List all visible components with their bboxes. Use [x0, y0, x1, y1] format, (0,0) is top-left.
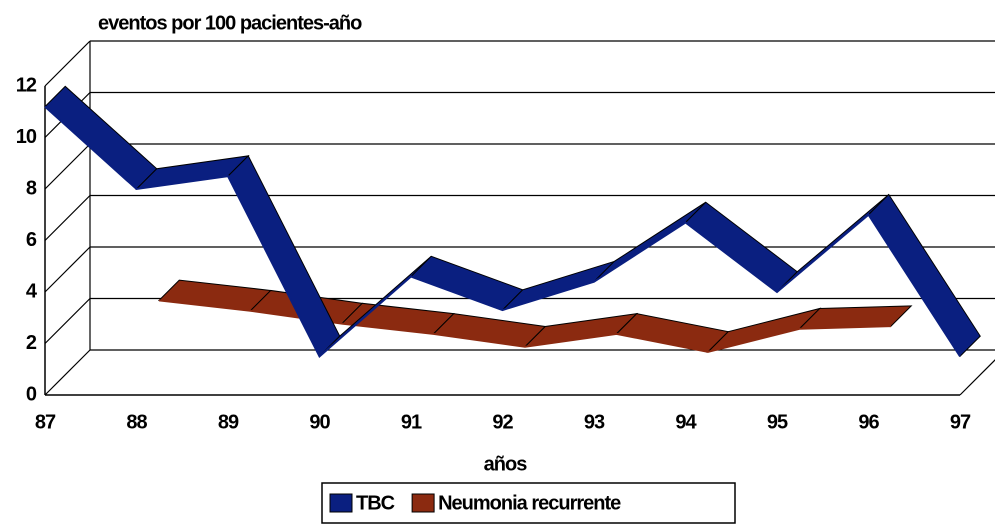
x-tick-label: 92 — [492, 411, 513, 433]
side-grid-line — [44, 298, 91, 344]
y-tick-label: 8 — [26, 177, 37, 199]
x-tick-label: 89 — [218, 411, 239, 433]
x-axis-title: años — [484, 453, 528, 475]
side-grid-line — [44, 246, 91, 293]
x-tick-label: 90 — [309, 411, 330, 433]
ribbon — [227, 155, 341, 358]
x-tick-label: 96 — [858, 411, 879, 433]
side-grid-line — [44, 143, 91, 190]
y-tick-label: 10 — [16, 126, 37, 148]
ribbon — [867, 193, 981, 358]
x-tick-label: 94 — [675, 411, 697, 433]
series-line — [44, 105, 961, 358]
floor-edge — [959, 359, 995, 396]
legend-swatch — [329, 493, 353, 513]
y-tick-label: 12 — [16, 74, 37, 96]
y-tick-label: 2 — [26, 332, 37, 354]
y-tick-label: 6 — [26, 229, 37, 251]
legend-swatch — [411, 493, 435, 513]
x-tick-label: 95 — [767, 411, 788, 433]
ribbon — [502, 260, 615, 311]
y-tick-label: 0 — [26, 383, 37, 405]
y-tick-label: 4 — [26, 280, 38, 302]
ribbon — [44, 85, 158, 190]
x-tick-label: 91 — [401, 411, 422, 433]
series-line — [158, 299, 892, 353]
legend-label: Neumonia recurrente — [438, 492, 621, 514]
side-grid-line — [44, 40, 91, 87]
ribbon — [706, 307, 822, 353]
x-tick-label: 93 — [584, 411, 605, 433]
legend-box — [321, 482, 736, 524]
side-grid-line — [44, 195, 91, 241]
side-grid-line — [44, 349, 91, 396]
ribbon — [615, 313, 730, 353]
x-tick-label: 88 — [126, 411, 147, 433]
y-axis-title: eventos por 100 pacientes-año — [98, 12, 362, 34]
x-tick-label: 87 — [35, 411, 56, 433]
x-tick-label: 97 — [950, 411, 971, 433]
legend-label: TBC — [356, 492, 395, 514]
